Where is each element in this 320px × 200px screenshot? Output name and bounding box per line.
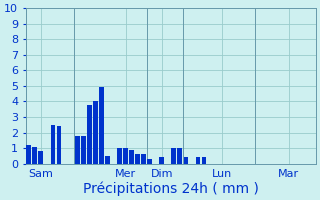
- Bar: [141, 154, 146, 164]
- X-axis label: Précipitations 24h ( mm ): Précipitations 24h ( mm ): [83, 181, 259, 196]
- Bar: [159, 157, 164, 164]
- Bar: [87, 105, 92, 164]
- Bar: [75, 136, 80, 164]
- Bar: [172, 148, 176, 164]
- Bar: [202, 157, 206, 164]
- Bar: [57, 126, 61, 164]
- Bar: [123, 148, 128, 164]
- Bar: [129, 150, 134, 164]
- Bar: [178, 148, 182, 164]
- Bar: [147, 159, 152, 164]
- Bar: [99, 87, 104, 164]
- Bar: [32, 147, 37, 164]
- Bar: [135, 154, 140, 164]
- Bar: [27, 145, 31, 164]
- Bar: [81, 136, 86, 164]
- Bar: [117, 148, 122, 164]
- Bar: [196, 157, 200, 164]
- Bar: [183, 157, 188, 164]
- Bar: [38, 151, 43, 164]
- Bar: [105, 156, 110, 164]
- Bar: [51, 125, 55, 164]
- Bar: [93, 101, 98, 164]
